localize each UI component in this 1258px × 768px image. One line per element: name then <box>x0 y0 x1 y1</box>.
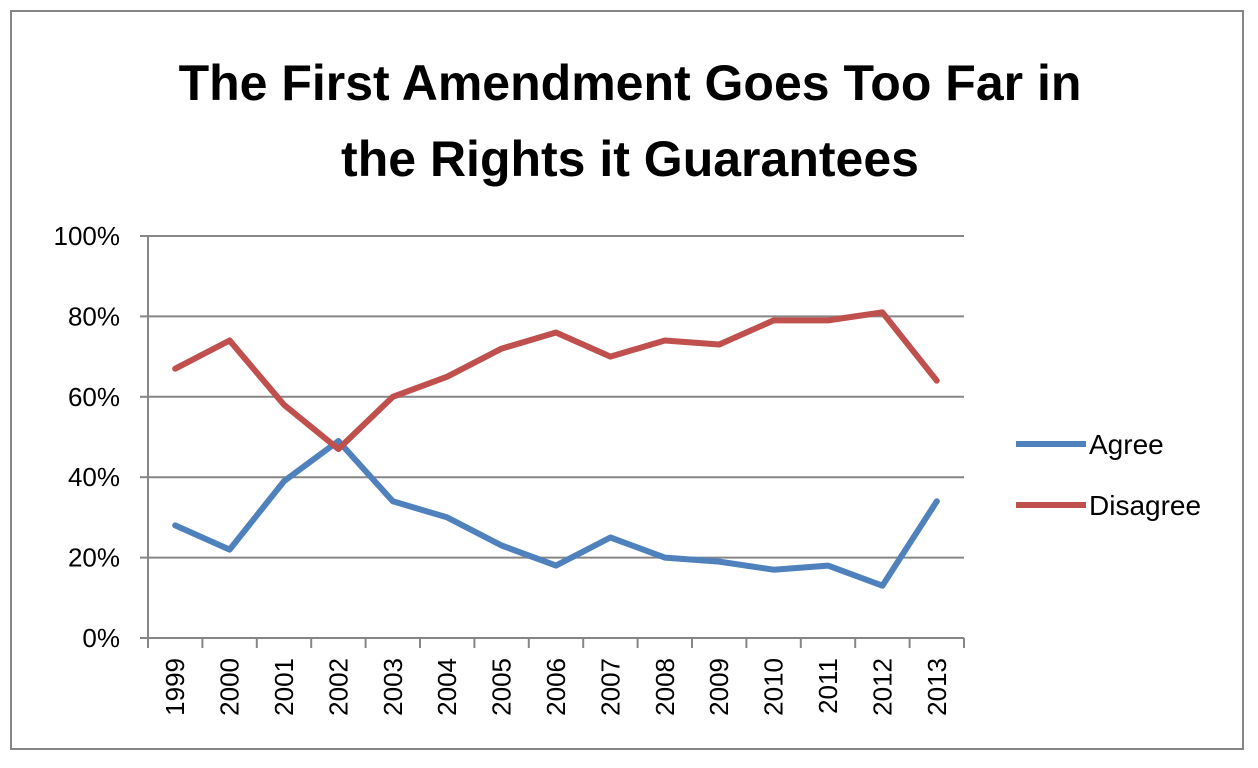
y-tick-label: 80% <box>68 301 120 331</box>
chart-title-line-1: The First Amendment Goes Too Far in <box>179 55 1082 111</box>
x-tick-label: 2002 <box>323 658 353 716</box>
legend-label-disagree: Disagree <box>1089 490 1201 521</box>
chart-title-line-2: the Rights it Guarantees <box>341 131 919 187</box>
x-tick-label: 2003 <box>378 658 408 716</box>
x-tick-label: 2004 <box>432 658 462 716</box>
x-tick-label: 2006 <box>541 658 571 716</box>
x-tick-label: 2000 <box>215 658 245 716</box>
x-tick-label: 2011 <box>813 658 843 714</box>
x-tick-label: 1999 <box>160 658 190 716</box>
y-tick-label: 100% <box>54 221 121 251</box>
x-tick-label: 2012 <box>867 658 897 716</box>
x-tick-label: 2005 <box>487 658 517 716</box>
x-tick-label: 2008 <box>650 658 680 716</box>
legend: Agree Disagree <box>1016 429 1201 521</box>
y-tick-label: 60% <box>68 382 120 412</box>
x-tick-label: 2010 <box>759 658 789 716</box>
series-line-disagree <box>172 309 940 453</box>
x-tick-label: 2001 <box>269 658 299 716</box>
y-axis: 0% 20% 40% 60% 80% 100% <box>54 221 149 653</box>
chart-title: The First Amendment Goes Too Far in the … <box>179 55 1082 187</box>
chart-frame <box>10 10 1244 750</box>
y-tick-label: 40% <box>68 462 120 492</box>
series-line-agree <box>172 438 940 589</box>
legend-label-agree: Agree <box>1089 429 1164 460</box>
series-lines <box>172 309 940 589</box>
y-tick-label: 0% <box>82 623 120 653</box>
x-axis: 1999 2000 2001 2002 2003 2004 2005 2006 2007 2008… <box>147 637 965 716</box>
x-tick-label: 2007 <box>595 658 625 716</box>
gridlines <box>148 235 964 559</box>
x-tick-label: 2013 <box>922 658 952 716</box>
y-tick-label: 20% <box>68 543 120 573</box>
x-tick-label: 2009 <box>704 658 734 716</box>
